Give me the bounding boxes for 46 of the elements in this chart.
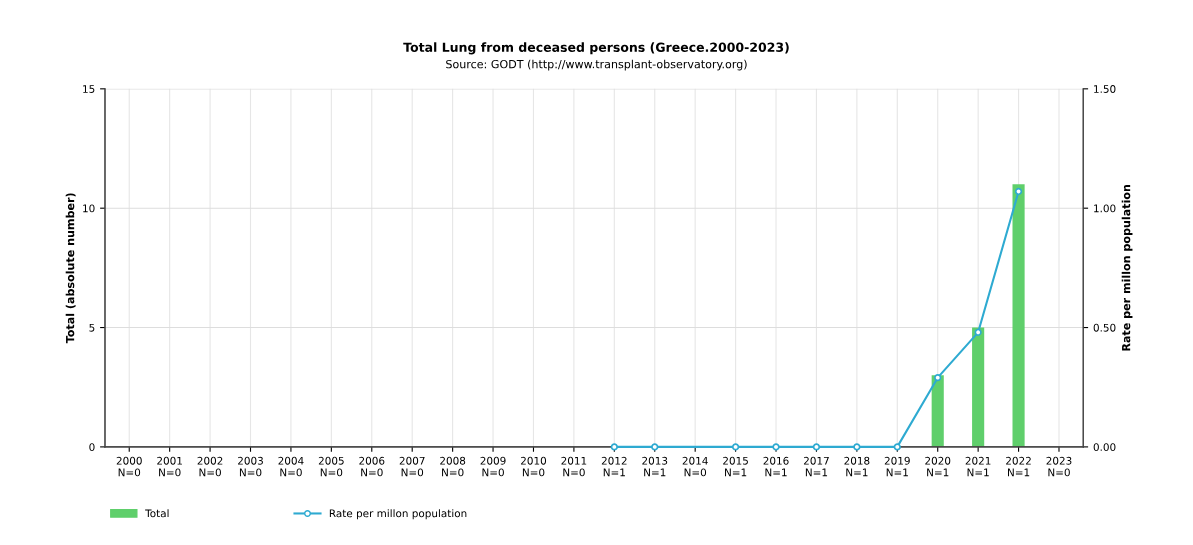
legend-label: Total: [145, 509, 169, 518]
point: [934, 374, 942, 382]
x-tick-label: 2008 N=0: [440, 456, 466, 477]
x-tick-label: 2003 N=0: [238, 456, 263, 477]
x-tick-label: 2020 N=1: [925, 456, 951, 477]
x-tick-label: 2018 N=1: [844, 456, 870, 477]
bar: [1012, 184, 1025, 447]
y2-tick-label: 0.50: [1093, 323, 1116, 332]
chart-title: Total Lung from deceased persons (Greece.2000-2023): [403, 42, 789, 55]
y-tick-label: 10: [83, 204, 95, 213]
point: [974, 328, 982, 336]
x-tick-label: 2019 N=1: [884, 456, 910, 477]
x-tick-label: 2007 N=0: [399, 456, 425, 477]
legend-label: Rate per millon population: [329, 509, 467, 520]
x-tick-label: 2001 N=0: [157, 456, 182, 477]
x-tick-label: 2005 N=0: [318, 456, 344, 477]
chart-subtitle: Source: GODT (http://www.transplant-observatory.org): [446, 59, 747, 71]
point: [812, 443, 821, 451]
y-tick-label: 15: [83, 85, 95, 93]
point: [731, 443, 740, 451]
x-tick-label: 2010 N=0: [520, 456, 547, 477]
x-tick-label: 2004 N=0: [278, 456, 304, 477]
x-tick-label: 2009 N=0: [480, 456, 506, 477]
y-tick-label: 0: [89, 443, 95, 452]
x-tick-label: 2016 N=1: [763, 456, 789, 477]
x-tick-label: 2013 N=1: [642, 456, 668, 477]
y-axis-title: Total (absolute number): [65, 193, 76, 344]
bar: [931, 375, 944, 447]
x-tick-label: 2021 N=1: [965, 456, 991, 477]
x-tick-label: 2022 N=1: [1006, 456, 1031, 477]
x-tick-label: 2017 N=1: [803, 456, 829, 477]
x-tick-label: 2011 N=0: [561, 456, 587, 477]
x-tick-label: 2023 N=0: [1046, 456, 1072, 477]
y2-axis-title: Rate per millon population: [1121, 185, 1133, 351]
y2-tick-label: 1.50: [1094, 85, 1116, 93]
x-tick-label: 2002 N=0: [197, 456, 223, 477]
bar: [972, 327, 985, 447]
y2-tick-label: 0.00: [1093, 443, 1116, 452]
y2-tick-label: 1.00: [1094, 204, 1116, 213]
x-tick-label: 2014 N=0: [682, 456, 708, 477]
x-tick-label: 2012 N=1: [601, 456, 627, 477]
y-tick-label: 5: [89, 323, 95, 332]
x-tick-label: 2015 N=1: [723, 456, 748, 477]
x-tick-label: 2000 N=0: [116, 456, 142, 477]
point: [1014, 187, 1023, 196]
x-tick-label: 2006 N=0: [359, 456, 385, 477]
